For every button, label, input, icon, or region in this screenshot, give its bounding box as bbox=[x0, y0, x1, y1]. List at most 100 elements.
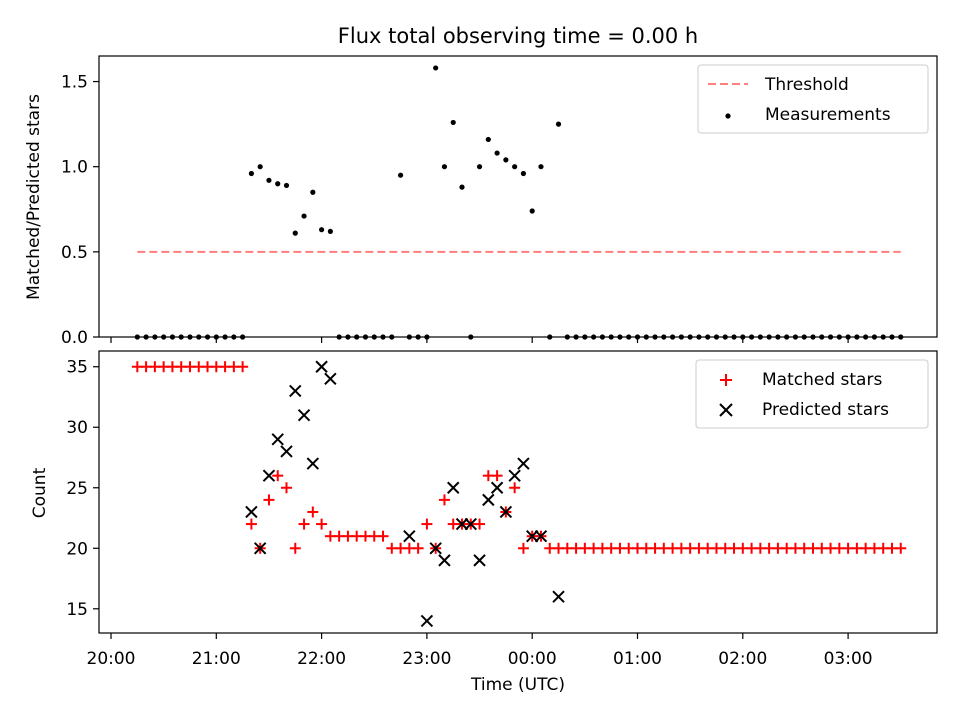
predicted-star-point bbox=[455, 517, 469, 531]
predicted-star-point bbox=[464, 517, 477, 531]
bottom-xtick-label: 22:00 bbox=[297, 649, 346, 669]
top-panel: 0.0 0.5 1.0 1.5 Matched/Predicted stars Thr… bbox=[24, 55, 938, 348]
measurement-point bbox=[538, 164, 544, 170]
bottom-panel-ylabel: Count bbox=[30, 467, 50, 518]
predicted-legend-label: Predicted stars bbox=[762, 400, 889, 420]
matched-star-point bbox=[245, 518, 257, 530]
bottom-xtick-label: 21:00 bbox=[192, 649, 241, 669]
matched-star-point bbox=[509, 482, 521, 494]
predicted-star-point bbox=[289, 384, 302, 398]
bottom-ytick-label: 35 bbox=[66, 358, 88, 378]
measurements-legend-swatch bbox=[725, 113, 731, 119]
top-ytick-label: 0.5 bbox=[61, 243, 88, 263]
predicted-star-point bbox=[517, 457, 530, 470]
bottom-xtick-label: 03:00 bbox=[824, 649, 873, 669]
top-panel-frame bbox=[98, 55, 938, 338]
matched-legend-label: Matched stars bbox=[762, 370, 882, 390]
measurement-point bbox=[275, 181, 281, 187]
top-panel-ylabel: Matched/Predicted stars bbox=[24, 94, 44, 300]
predicted-star-point bbox=[447, 481, 460, 494]
top-panel-xticks bbox=[110, 337, 849, 343]
predicted-star-point bbox=[508, 469, 521, 482]
predicted-star-point bbox=[271, 433, 284, 446]
bottom-xtick-label: 20:00 bbox=[87, 649, 136, 669]
bottom-panel-yticks: 15 20 25 30 35 bbox=[66, 358, 99, 620]
bottom-xtick-label: 01:00 bbox=[613, 649, 662, 669]
measurement-point bbox=[476, 164, 483, 170]
matched-star-point bbox=[263, 494, 275, 506]
predicted-star-point bbox=[473, 554, 486, 567]
top-ytick-label: 1.0 bbox=[61, 158, 88, 178]
measurement-point bbox=[292, 230, 298, 236]
chart-title: Flux total observing time = 0.00 h bbox=[338, 24, 698, 48]
measurement-point bbox=[450, 119, 456, 126]
top-ytick-label: 1.5 bbox=[61, 73, 88, 93]
top-legend-frame bbox=[697, 64, 929, 134]
bottom-panel-matched-points bbox=[131, 361, 907, 554]
bottom-legend-frame bbox=[695, 359, 929, 429]
predicted-star-point bbox=[315, 360, 328, 373]
measurement-point bbox=[459, 184, 465, 190]
measurement-point bbox=[266, 177, 272, 183]
measurement-point bbox=[520, 170, 527, 177]
bottom-ytick-label: 30 bbox=[66, 418, 88, 438]
measurement-point bbox=[319, 227, 325, 233]
measurement-point bbox=[433, 65, 439, 71]
matched-star-point bbox=[281, 482, 292, 494]
measurement-point bbox=[327, 228, 333, 235]
measurement-point bbox=[555, 121, 562, 127]
matched-star-point bbox=[421, 518, 433, 530]
top-ytick-label: 0.0 bbox=[61, 328, 88, 348]
measurement-point bbox=[494, 150, 500, 156]
predicted-star-point bbox=[499, 505, 513, 519]
predicted-star-point bbox=[534, 529, 548, 543]
predicted-star-point bbox=[490, 481, 504, 494]
measurement-point bbox=[301, 213, 307, 219]
matched-star-point bbox=[298, 518, 310, 530]
predicted-star-point bbox=[482, 493, 495, 507]
predicted-star-point bbox=[552, 590, 565, 603]
measurement-point bbox=[397, 172, 404, 178]
top-legend: Threshold Measurements bbox=[697, 64, 929, 134]
predicted-star-point bbox=[297, 408, 311, 422]
matched-star-point bbox=[474, 518, 486, 530]
matched-star-point bbox=[377, 530, 389, 542]
predicted-legend-swatch bbox=[719, 403, 733, 417]
predicted-star-point bbox=[280, 445, 293, 458]
predicted-star-point bbox=[429, 542, 442, 555]
matched-star-point bbox=[491, 470, 503, 482]
predicted-star-point bbox=[245, 505, 258, 519]
bottom-panel: 15 20 25 30 35 20:00 21:00 22:00 23:00 00:00 01:0… bbox=[30, 350, 938, 695]
predicted-star-point bbox=[438, 554, 451, 567]
bottom-panel-xlabel: Time (UTC) bbox=[470, 675, 565, 695]
measurement-point bbox=[512, 164, 518, 170]
matched-star-point bbox=[517, 542, 529, 554]
matched-star-point bbox=[438, 494, 450, 506]
top-panel-yticks: 0.0 0.5 1.0 1.5 bbox=[61, 73, 99, 348]
predicted-star-point bbox=[262, 469, 276, 482]
measurement-point bbox=[485, 136, 491, 143]
bottom-panel-predicted-points bbox=[245, 360, 565, 628]
predicted-star-point bbox=[324, 372, 337, 386]
threshold-legend-label: Threshold bbox=[764, 75, 849, 95]
bottom-legend: Matched stars Predicted stars bbox=[695, 359, 929, 429]
matched-star-point bbox=[237, 361, 249, 373]
predicted-star-point bbox=[306, 457, 320, 470]
measurement-point bbox=[248, 170, 254, 177]
matched-star-point bbox=[289, 542, 301, 554]
measurement-point bbox=[310, 189, 316, 195]
bottom-xtick-label: 02:00 bbox=[718, 649, 767, 669]
bottom-panel-frame bbox=[98, 350, 938, 634]
measurements-legend-label: Measurements bbox=[765, 105, 891, 125]
bottom-xtick-label: 23:00 bbox=[402, 649, 451, 669]
matched-legend-swatch bbox=[720, 374, 732, 386]
bottom-ytick-label: 20 bbox=[66, 539, 88, 559]
bottom-panel-xticks: 20:00 21:00 22:00 23:00 00:00 01:00 02:00 03:00 bbox=[87, 633, 873, 669]
measurement-point bbox=[503, 157, 509, 163]
matched-star-point bbox=[307, 506, 319, 518]
measurement-point bbox=[257, 164, 263, 170]
matched-star-point bbox=[272, 470, 284, 482]
measurement-point bbox=[283, 182, 290, 189]
measurement-point bbox=[441, 164, 448, 170]
